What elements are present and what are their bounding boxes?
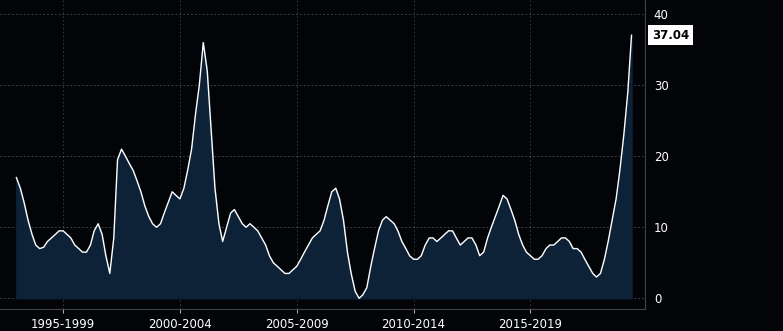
Text: 37.04: 37.04 <box>651 29 689 42</box>
